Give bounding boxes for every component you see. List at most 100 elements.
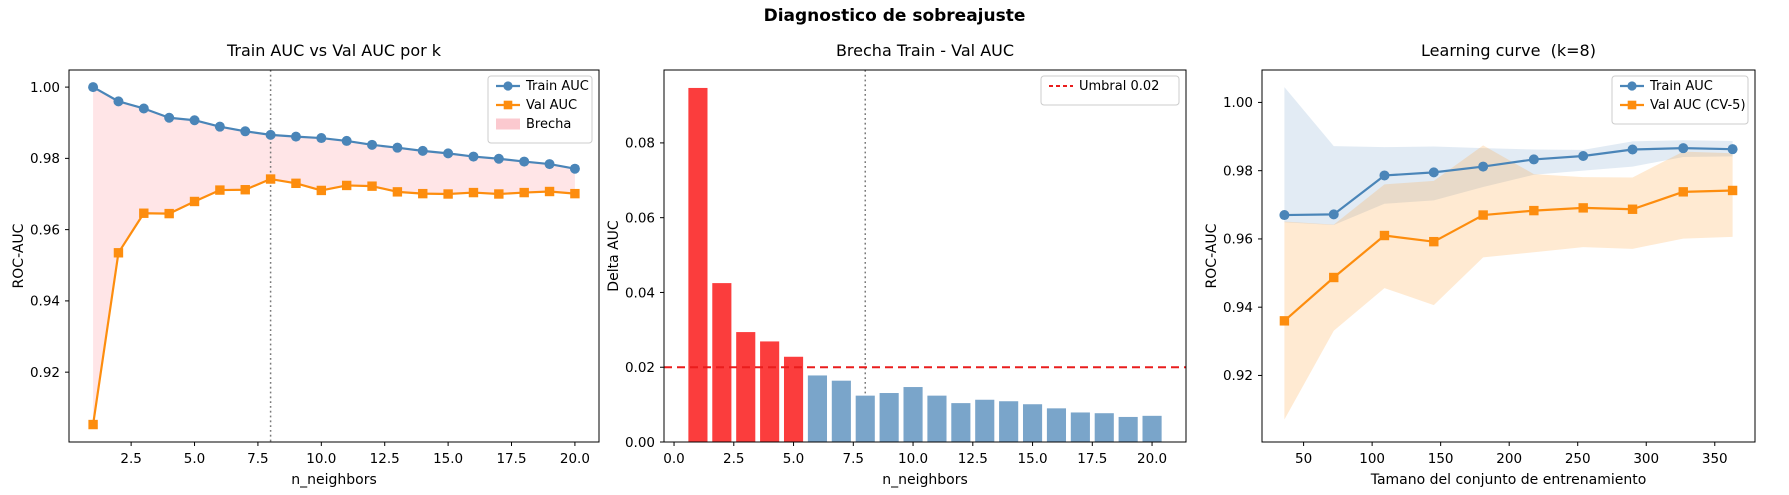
subplot-brecha-train-val-auc: 0.0 2.5 5.0 7.5 10.0 12.5 15.0 17.5 20.0 0.00 0.02…: [606, 41, 1187, 488]
series-line-0: [1284, 147, 1733, 217]
subplot-title: Learning curve (k=8): [1421, 41, 1596, 60]
marker-point: [443, 189, 453, 199]
legend-box: [1040, 75, 1180, 106]
x-tick-label: 15.0: [1018, 451, 1048, 467]
bar-k14: [999, 401, 1019, 442]
bar-k12: [951, 403, 971, 442]
x-tick-label: 5.0: [184, 451, 205, 467]
marker-point: [1727, 185, 1738, 196]
marker-point: [1478, 210, 1488, 220]
confidence-band-0: [1284, 87, 1733, 225]
legend-label: Train AUC: [1649, 79, 1713, 94]
marker-point: [164, 208, 174, 219]
marker-point: [468, 151, 479, 162]
marker-point: [392, 187, 403, 197]
bar-k6: [807, 375, 828, 442]
marker-point: [240, 185, 250, 195]
y-tick-label: 0.94: [30, 294, 60, 310]
bar-k15: [1022, 404, 1043, 442]
y-tick-label: 0.04: [625, 285, 655, 301]
x-tick-label: 12.5: [370, 451, 400, 467]
legend-label: Val AUC: [526, 98, 577, 113]
figure-suptitle: Diagnostico de sobreajuste: [763, 6, 1026, 26]
x-tick-label: 10.0: [306, 451, 336, 467]
marker-point: [139, 208, 149, 218]
marker-point: [1379, 170, 1390, 181]
axes-spines: [663, 69, 1187, 443]
bar-k13: [975, 399, 995, 442]
marker-point: [113, 248, 124, 258]
legend-label: Brecha: [526, 117, 571, 132]
marker-point: [493, 153, 504, 164]
y-tick-label: 0.00: [625, 435, 655, 451]
marker-point: [494, 189, 504, 199]
x-axis-label: Tamano del conjunto de entrenamiento: [1370, 472, 1647, 488]
marker-point: [316, 133, 327, 144]
bar-k3: [736, 332, 756, 442]
bar-k9: [879, 393, 899, 442]
x-axis-label: n_neighbors: [291, 472, 377, 488]
x-tick-label: 5.0: [783, 451, 804, 467]
marker-point: [468, 187, 479, 198]
subplot-train-val-auc-por-k: 2.5 5.0 7.5 10.0 12.5 15.0 17.5 20.0 0.92 0.94 0.9…: [11, 41, 600, 488]
marker-point: [291, 178, 301, 189]
marker-point: [1429, 236, 1439, 247]
bar-k20: [1142, 415, 1162, 442]
x-tick-label: 20.0: [1137, 451, 1167, 467]
bar-k19: [1118, 416, 1138, 442]
bar-k16: [1046, 408, 1067, 442]
marker-point: [1678, 187, 1688, 197]
gap-fill-area: [93, 87, 575, 425]
subplot-title: Brecha Train - Val AUC: [836, 41, 1014, 60]
x-tick-label: 2.5: [120, 451, 141, 467]
y-axis-label: Delta AUC: [606, 220, 622, 292]
marker-point: [544, 186, 555, 197]
x-tick-label: 350: [1702, 451, 1728, 467]
x-tick-label: 10.0: [898, 451, 928, 467]
x-tick-label: 15.0: [433, 451, 463, 467]
marker-point: [265, 129, 276, 140]
legend-swatch-marker: [503, 81, 513, 91]
axes-spines: [1261, 69, 1756, 443]
marker-point: [240, 126, 251, 137]
marker-point: [138, 103, 149, 114]
x-tick-label: 7.5: [247, 451, 268, 467]
x-tick-label: 17.5: [496, 451, 526, 467]
y-tick-label: 0.92: [1223, 368, 1253, 384]
y-tick-label: 0.98: [1223, 163, 1253, 179]
marker-point: [570, 188, 580, 199]
x-tick-label: 7.5: [843, 451, 864, 467]
marker-point: [214, 121, 225, 132]
marker-point: [341, 180, 352, 191]
marker-point: [1379, 230, 1390, 241]
marker-point: [1627, 204, 1638, 214]
marker-point: [1678, 143, 1689, 154]
y-tick-label: 1.00: [1223, 95, 1253, 111]
marker-point: [519, 187, 529, 198]
marker-point: [418, 188, 428, 199]
series-line-1: [1283, 189, 1733, 322]
axes-spines: [68, 69, 600, 443]
bar-k7: [831, 380, 851, 442]
y-tick-label: 0.06: [625, 210, 655, 226]
marker-point: [1428, 167, 1439, 178]
y-tick-label: 0.96: [1223, 232, 1253, 248]
y-tick-label: 0.96: [30, 222, 60, 238]
x-tick-label: 20.0: [560, 451, 590, 467]
marker-point: [164, 112, 175, 123]
marker-point: [290, 131, 301, 142]
marker-point: [189, 196, 200, 207]
x-tick-label: 200: [1496, 451, 1522, 467]
legend-swatch-marker: [1627, 100, 1637, 110]
x-tick-label: 17.5: [1077, 451, 1107, 467]
marker-point: [1279, 210, 1290, 221]
legend-box: [1611, 75, 1749, 125]
legend-swatch-patch: [496, 118, 520, 130]
legend-label: Val AUC (CV-5): [1650, 98, 1746, 113]
marker-point: [1478, 161, 1489, 172]
marker-point: [1529, 205, 1539, 216]
marker-point: [341, 135, 352, 146]
y-tick-label: 0.02: [625, 360, 655, 376]
legend-swatch-marker: [1627, 81, 1637, 91]
